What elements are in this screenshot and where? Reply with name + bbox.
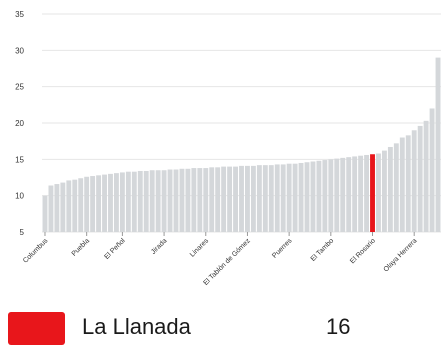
bar bbox=[405, 135, 411, 232]
y-tick-label: 25 bbox=[15, 83, 24, 92]
bar bbox=[191, 168, 197, 232]
bar bbox=[72, 179, 78, 232]
bar bbox=[334, 158, 340, 232]
bar bbox=[215, 167, 221, 232]
bar bbox=[304, 162, 310, 232]
y-tick-label: 20 bbox=[15, 119, 24, 128]
x-tick-label: Olaya Herrera bbox=[383, 237, 419, 273]
bar bbox=[411, 130, 417, 232]
x-tick-label: El Tambo bbox=[310, 237, 336, 263]
x-tick-label: El Tablón de Gómez bbox=[202, 237, 252, 287]
bar bbox=[250, 165, 256, 232]
bar bbox=[96, 175, 102, 232]
y-tick-label: 30 bbox=[15, 46, 24, 55]
bar bbox=[328, 159, 334, 232]
bar bbox=[262, 165, 268, 232]
bar bbox=[316, 160, 322, 232]
legend-label: La Llanada bbox=[82, 314, 191, 339]
y-tick-label: 5 bbox=[20, 228, 25, 237]
bar bbox=[346, 157, 352, 232]
bar bbox=[84, 176, 90, 232]
bar bbox=[340, 157, 346, 232]
bar bbox=[173, 169, 179, 232]
bars bbox=[42, 57, 441, 232]
bar bbox=[131, 171, 137, 232]
bar bbox=[435, 57, 441, 232]
bar bbox=[197, 168, 203, 232]
bar bbox=[280, 164, 286, 232]
bar bbox=[298, 162, 304, 232]
bar bbox=[155, 170, 161, 232]
x-tick-label: Columbus bbox=[22, 237, 50, 265]
bar bbox=[209, 167, 215, 232]
bar bbox=[310, 161, 316, 232]
bar bbox=[54, 184, 60, 232]
bar bbox=[227, 166, 233, 232]
x-tick-label: Linares bbox=[189, 237, 211, 259]
bar bbox=[42, 195, 48, 232]
bar bbox=[268, 165, 274, 232]
bar-chart: 5 10 15 20 25 30 35 Columbus Puebla El Peñol Jira… bbox=[15, 10, 441, 287]
bar bbox=[90, 176, 96, 232]
bar bbox=[161, 170, 167, 232]
bar bbox=[167, 169, 173, 232]
x-tick-label: Jirada bbox=[150, 237, 169, 256]
bar bbox=[113, 173, 119, 232]
x-tick-label: El Rosario bbox=[349, 237, 377, 265]
bar bbox=[256, 165, 262, 232]
bar bbox=[48, 185, 54, 232]
bar bbox=[125, 171, 131, 232]
legend: La Llanada 16 bbox=[8, 304, 438, 348]
bar bbox=[352, 156, 358, 232]
bar bbox=[322, 160, 328, 232]
bar bbox=[286, 163, 292, 232]
y-tick-label: 10 bbox=[15, 192, 24, 201]
bar bbox=[185, 168, 191, 232]
bar bbox=[364, 154, 370, 232]
bar bbox=[221, 166, 227, 232]
bar bbox=[393, 143, 399, 232]
bar bbox=[399, 137, 405, 232]
x-tick-label: El Peñol bbox=[103, 237, 127, 261]
x-tick-label: Puerres bbox=[271, 237, 294, 260]
bar bbox=[102, 174, 107, 232]
bar bbox=[358, 155, 364, 232]
bar bbox=[119, 172, 125, 232]
bar bbox=[376, 153, 381, 232]
bar bbox=[423, 120, 429, 232]
x-tick-label: Puebla bbox=[71, 237, 91, 257]
bar bbox=[108, 173, 113, 232]
bar bbox=[203, 168, 209, 232]
legend-swatch bbox=[8, 312, 65, 345]
bar bbox=[233, 166, 238, 232]
bar bbox=[239, 165, 244, 232]
legend-value: 16 bbox=[326, 314, 351, 339]
bar bbox=[66, 180, 72, 232]
bar bbox=[274, 164, 280, 232]
y-tick-label: 35 bbox=[15, 10, 24, 19]
bar bbox=[143, 170, 149, 232]
bar bbox=[417, 125, 423, 232]
bar bbox=[292, 163, 298, 232]
bar bbox=[245, 165, 250, 232]
bar bbox=[149, 170, 155, 232]
bar bbox=[387, 146, 393, 232]
bar-highlight bbox=[370, 154, 375, 232]
y-axis: 5 10 15 20 25 30 35 bbox=[15, 10, 24, 237]
bar bbox=[429, 108, 435, 232]
bar bbox=[78, 178, 84, 232]
y-tick-label: 15 bbox=[15, 155, 24, 164]
bar bbox=[60, 182, 66, 232]
bar bbox=[381, 150, 387, 232]
bar bbox=[179, 168, 185, 232]
bar bbox=[137, 170, 143, 232]
